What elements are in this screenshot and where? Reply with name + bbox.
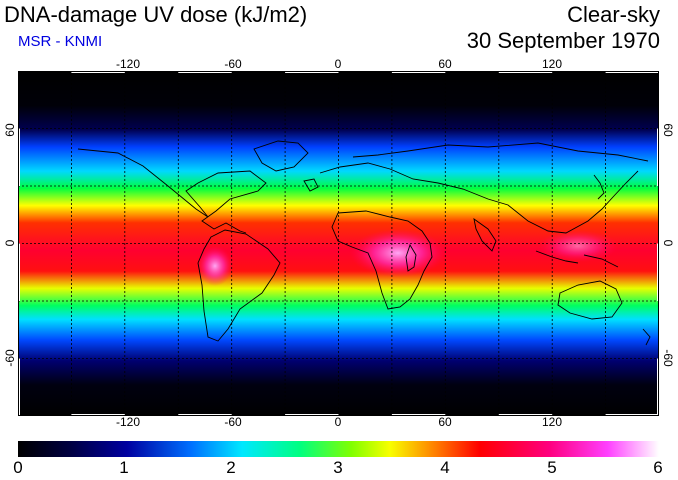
lat-tick-label-right: 0 (661, 239, 675, 247)
lon-tick-label-top: -120 (115, 57, 141, 71)
lat-tick-label-left: -60 (3, 349, 17, 367)
sky-condition-label: Clear-sky (567, 2, 660, 27)
colorbar-label: 3 (333, 458, 343, 477)
lat-tick-label-left: 60 (3, 123, 17, 137)
colorbar-label: 5 (547, 458, 557, 477)
colorbar (18, 441, 659, 457)
lon-tick-label-bottom: 120 (541, 415, 563, 429)
credit-label: MSR - KNMI (18, 33, 103, 50)
lat-tick-label-left: 0 (3, 239, 17, 247)
lon-tick-label-bottom: -60 (224, 415, 242, 429)
map-title: DNA-damage UV dose (kJ/m2) (4, 2, 308, 27)
lat-tick-label-right: -60 (661, 349, 675, 367)
lon-tick-label-bottom: 60 (438, 415, 452, 429)
colorbar-label: 2 (226, 458, 236, 477)
indonesia-uv-maximum (538, 230, 618, 262)
lon-tick-label-top: 0 (334, 57, 342, 71)
colorbar-label: 0 (13, 458, 23, 477)
graticule (18, 71, 659, 416)
lon-tick-label-top: 60 (438, 57, 452, 71)
colorbar-gradient (18, 441, 659, 457)
lat-tick-label-right: 60 (661, 123, 675, 137)
date-label: 30 September 1970 (466, 28, 660, 53)
uv-dose-map (18, 71, 659, 416)
south-america-uv-maximum (197, 246, 233, 286)
colorbar-label: 6 (653, 458, 663, 477)
africa-uv-maximum (350, 229, 446, 277)
colorbar-label: 1 (119, 458, 129, 477)
lon-tick-label-top: -60 (224, 57, 242, 71)
lon-tick-label-bottom: -120 (115, 415, 141, 429)
lon-tick-label-bottom: 0 (334, 415, 342, 429)
colorbar-label: 4 (440, 458, 450, 477)
lon-tick-label-top: 120 (541, 57, 563, 71)
